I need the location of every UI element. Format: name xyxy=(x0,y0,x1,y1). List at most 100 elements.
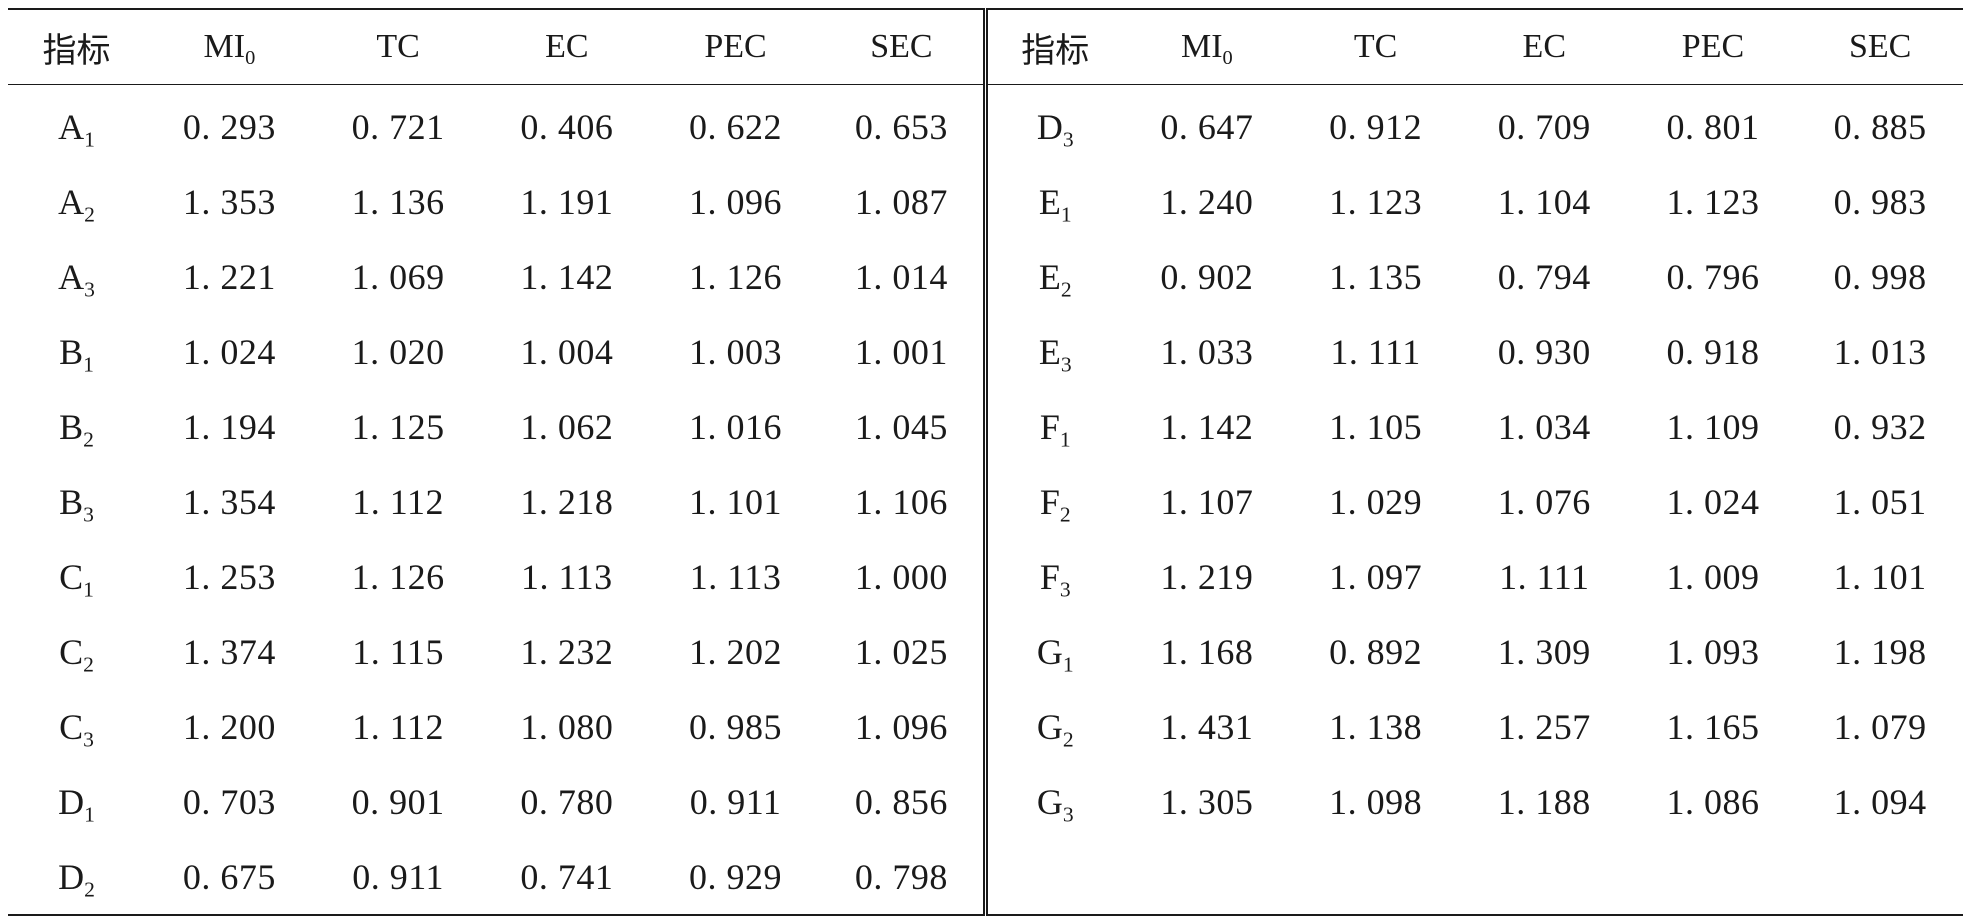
right-tc-cell: 1. 097 xyxy=(1329,556,1423,597)
header-sec-left: SEC xyxy=(819,9,988,85)
right-pec-cell: 1. 086 xyxy=(1666,781,1760,822)
left-sec-cell: 1. 000 xyxy=(819,539,988,614)
left-ec-cell: 1. 004 xyxy=(520,331,614,372)
right-sec-cell: 1. 094 xyxy=(1833,781,1927,822)
left-indicator-cell: C2 xyxy=(59,631,94,677)
left-sec-cell: 1. 001 xyxy=(819,314,988,389)
table-row: A3 1. 221 1. 069 1. 142 1. 126 1. 014 E2 0. 902… xyxy=(8,239,1963,314)
right-indicator-cell: G2 xyxy=(1036,706,1074,752)
left-ec-cell: 1. 080 xyxy=(520,706,614,747)
left-pec-cell: 1. 003 xyxy=(689,331,783,372)
right-tc-cell: 0. 912 xyxy=(1329,106,1423,147)
right-pec-cell xyxy=(1629,839,1798,915)
left-tc-cell: 1. 126 xyxy=(351,556,445,597)
header-row: 指标 MI0 TC EC PEC SEC 指标 MI0 TC EC PEC SE… xyxy=(8,9,1963,85)
right-ec-cell: 0. 709 xyxy=(1497,106,1591,147)
left-tc-cell: 0. 901 xyxy=(351,781,445,822)
right-ec-cell: 1. 034 xyxy=(1497,406,1591,447)
right-mi0-cell: 1. 142 xyxy=(1160,406,1254,447)
right-indicator-cell: D3 xyxy=(1036,106,1074,152)
right-pec-cell: 1. 123 xyxy=(1666,181,1760,222)
left-pec-cell: 0. 929 xyxy=(689,856,783,897)
right-mi0-cell: 1. 219 xyxy=(1160,556,1254,597)
left-sec-cell: 1. 106 xyxy=(819,464,988,539)
left-indicator-cell: A3 xyxy=(58,256,95,302)
left-tc-cell: 0. 721 xyxy=(351,106,445,147)
table-row: A1 0. 293 0. 721 0. 406 0. 622 0. 653 D3 0. 647… xyxy=(8,84,1963,164)
right-indicator-cell: F1 xyxy=(1039,406,1071,452)
right-sec-cell: 0. 983 xyxy=(1833,181,1927,222)
left-indicator-cell: B3 xyxy=(59,481,94,527)
right-mi0-cell xyxy=(1123,839,1292,915)
right-sec-cell: 1. 013 xyxy=(1833,331,1927,372)
header-tc-right: TC xyxy=(1291,9,1460,85)
left-indicator-cell: B1 xyxy=(59,331,94,377)
left-sec-cell: 0. 798 xyxy=(819,839,988,915)
header-pec-left: PEC xyxy=(651,9,820,85)
table-row: B3 1. 354 1. 112 1. 218 1. 101 1. 106 F2 1. 107… xyxy=(8,464,1963,539)
left-mi0-cell: 1. 200 xyxy=(182,706,276,747)
header-mi0-right: MI0 xyxy=(1122,9,1292,85)
left-ec-cell: 1. 218 xyxy=(520,481,614,522)
table-row: D2 0. 675 0. 911 0. 741 0. 929 0. 798 xyxy=(8,839,1963,915)
left-ec-cell: 1. 113 xyxy=(521,556,613,597)
left-indicator-cell: C3 xyxy=(59,706,94,752)
left-indicator-cell: A1 xyxy=(58,106,95,152)
right-ec-cell: 1. 257 xyxy=(1497,706,1591,747)
right-ec-cell xyxy=(1460,839,1629,915)
left-pec-cell: 1. 126 xyxy=(689,256,783,297)
right-tc-cell: 1. 111 xyxy=(1330,331,1421,372)
left-ec-cell: 1. 062 xyxy=(520,406,614,447)
left-mi0-cell: 1. 024 xyxy=(182,331,276,372)
right-ec-cell: 1. 188 xyxy=(1497,781,1591,822)
right-mi0-cell: 1. 107 xyxy=(1160,481,1254,522)
left-indicator-cell: A2 xyxy=(58,181,95,227)
table-row: A2 1. 353 1. 136 1. 191 1. 096 1. 087 E1 1. 240… xyxy=(8,164,1963,239)
right-tc-cell: 0. 892 xyxy=(1329,631,1423,672)
right-ec-cell: 1. 076 xyxy=(1497,481,1591,522)
right-sec-cell: 0. 932 xyxy=(1833,406,1927,447)
left-ec-cell: 0. 406 xyxy=(520,106,614,147)
left-tc-cell: 1. 020 xyxy=(351,331,445,372)
left-tc-cell: 1. 136 xyxy=(351,181,445,222)
right-tc-cell xyxy=(1291,839,1460,915)
left-sec-cell: 1. 025 xyxy=(819,614,988,689)
table-row: C1 1. 253 1. 126 1. 113 1. 113 1. 000 F3 1. 219… xyxy=(8,539,1963,614)
right-tc-cell: 1. 135 xyxy=(1329,256,1423,297)
right-sec-cell: 1. 051 xyxy=(1833,481,1927,522)
right-mi0-cell: 1. 431 xyxy=(1160,706,1254,747)
right-indicator-cell: F3 xyxy=(1039,556,1071,602)
right-tc-cell: 1. 138 xyxy=(1329,706,1423,747)
right-sec-cell: 1. 101 xyxy=(1833,556,1927,597)
left-indicator-cell: D1 xyxy=(58,781,95,827)
left-mi0-cell: 0. 293 xyxy=(182,106,276,147)
right-indicator-cell: G3 xyxy=(1036,781,1074,827)
left-mi0-cell: 1. 194 xyxy=(182,406,276,447)
left-sec-cell: 0. 653 xyxy=(819,84,988,164)
right-pec-cell: 1. 165 xyxy=(1666,706,1760,747)
left-mi0-cell: 0. 675 xyxy=(182,856,276,897)
header-ec-right: EC xyxy=(1459,9,1629,85)
header-sec-right: SEC xyxy=(1797,9,1963,85)
left-sec-cell: 1. 096 xyxy=(819,689,988,764)
table-row: C2 1. 374 1. 115 1. 232 1. 202 1. 025 G1 1. 168… xyxy=(8,614,1963,689)
left-mi0-cell: 1. 374 xyxy=(182,631,276,672)
left-mi0-cell: 1. 221 xyxy=(182,256,276,297)
left-ec-cell: 1. 142 xyxy=(520,256,614,297)
right-sec-cell: 1. 198 xyxy=(1833,631,1927,672)
right-pec-cell: 1. 024 xyxy=(1666,481,1760,522)
right-indicator-cell: E1 xyxy=(1038,181,1072,227)
header-ec-left: EC xyxy=(482,9,652,85)
left-ec-cell: 1. 232 xyxy=(520,631,614,672)
table-row: C3 1. 200 1. 112 1. 080 0. 985 1. 096 G2 1. 431… xyxy=(8,689,1963,764)
left-indicator-cell: B2 xyxy=(59,406,94,452)
left-pec-cell: 1. 202 xyxy=(689,631,783,672)
left-pec-cell: 1. 096 xyxy=(689,181,783,222)
right-mi0-cell: 0. 647 xyxy=(1160,106,1254,147)
right-pec-cell: 1. 093 xyxy=(1666,631,1760,672)
table-container: 指标 MI0 TC EC PEC SEC 指标 MI0 TC EC PEC SE… xyxy=(8,8,1963,916)
right-indicator-cell: G1 xyxy=(1036,631,1074,677)
right-pec-cell: 1. 009 xyxy=(1666,556,1760,597)
table-body: A1 0. 293 0. 721 0. 406 0. 622 0. 653 D3 0. 647… xyxy=(8,84,1963,915)
header-mi0-left: MI0 xyxy=(145,9,314,85)
